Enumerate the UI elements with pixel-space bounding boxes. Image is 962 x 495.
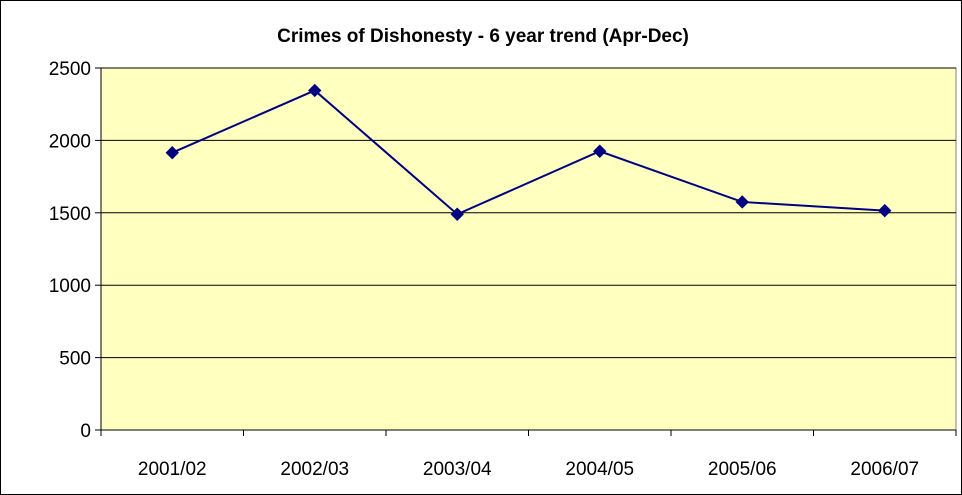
data-point xyxy=(878,203,892,218)
y-tick-label: 2000 xyxy=(49,131,91,152)
y-tick-label: 2500 xyxy=(49,59,91,80)
plot-area: 0 500 1000 1500 2000 2500 2001/02 2002/03 2003/0… xyxy=(49,59,957,480)
data-point xyxy=(308,83,322,98)
y-tick-label: 500 xyxy=(59,349,91,370)
x-tick-label: 2005/06 xyxy=(708,459,777,480)
x-tick-label: 2001/02 xyxy=(138,459,207,480)
chart-title: Crimes of Dishonesty - 6 year trend (Apr… xyxy=(277,26,689,47)
data-point xyxy=(450,207,464,221)
plot-background xyxy=(100,67,957,431)
series-line xyxy=(171,89,885,216)
x-tick-label: 2004/05 xyxy=(565,459,634,480)
x-tick-label: 2003/04 xyxy=(423,459,492,480)
y-tick-label: 0 xyxy=(80,421,91,442)
data-point xyxy=(165,146,179,160)
data-point xyxy=(735,195,749,209)
data-point xyxy=(593,144,607,158)
y-tick-label: 1000 xyxy=(49,276,91,297)
x-tick-label: 2006/07 xyxy=(850,459,919,480)
y-tick-label: 1500 xyxy=(49,204,91,225)
x-tick-label: 2002/03 xyxy=(280,459,349,480)
